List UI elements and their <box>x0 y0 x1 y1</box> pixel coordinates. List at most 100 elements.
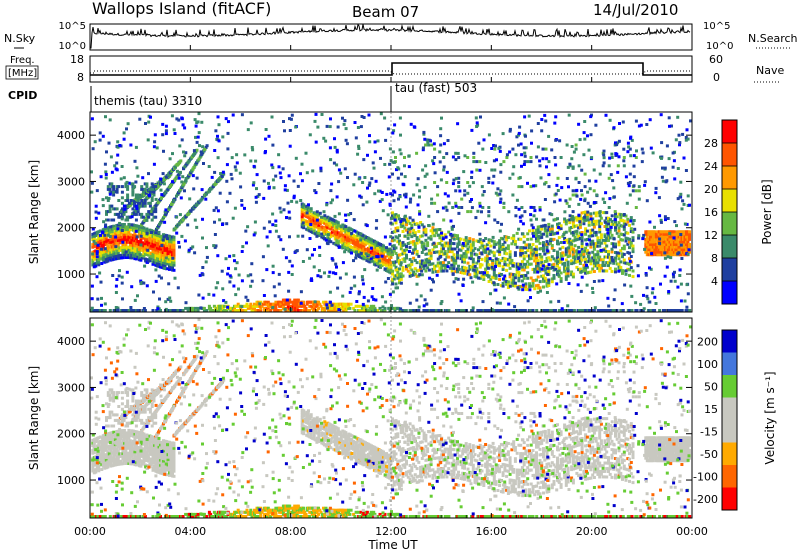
power-cell <box>580 168 584 172</box>
power-cell <box>492 281 496 285</box>
power-cell <box>275 309 279 312</box>
power-cell <box>538 206 542 209</box>
power-cell <box>139 195 143 199</box>
power-cell <box>343 250 347 254</box>
power-cell <box>688 203 691 207</box>
power-cell <box>650 291 654 295</box>
power-cell <box>625 201 629 205</box>
power-cell <box>427 268 431 272</box>
power-cell <box>134 218 138 222</box>
power-cell <box>452 224 455 228</box>
power-cell <box>558 198 562 202</box>
power-cell <box>678 195 682 199</box>
power-cell <box>108 309 112 312</box>
power-cell <box>646 297 650 301</box>
power-cell <box>569 241 573 245</box>
power-cell <box>580 236 584 240</box>
power-cell <box>305 220 309 224</box>
power-cell <box>105 196 108 200</box>
power-cell <box>422 261 426 265</box>
power-cell <box>443 192 447 196</box>
power-cell <box>420 269 424 273</box>
power-cell <box>552 249 556 252</box>
power-cell <box>192 149 196 153</box>
power-cell <box>333 214 337 218</box>
power-cell <box>134 210 138 214</box>
power-cell <box>344 219 348 222</box>
power-cell <box>96 243 100 247</box>
power-cell <box>403 257 407 261</box>
power-cell <box>427 251 431 255</box>
power-cell <box>631 230 635 234</box>
power-cell <box>318 302 322 306</box>
power-cell <box>202 149 206 153</box>
power-cell <box>342 309 346 312</box>
power-cell <box>101 246 105 250</box>
power-cell <box>424 247 428 251</box>
power-cell <box>440 116 443 120</box>
power-cell <box>637 185 641 189</box>
power-cell <box>324 139 328 143</box>
power-cell <box>286 304 290 308</box>
power-cell <box>359 238 363 242</box>
power-cell <box>205 309 209 312</box>
power-cell <box>372 304 376 308</box>
power-cell <box>480 185 484 189</box>
power-cell <box>159 188 163 192</box>
power-cell <box>288 298 292 302</box>
power-cell <box>126 199 130 202</box>
power-cell <box>165 175 168 179</box>
power-cell <box>272 285 276 289</box>
power-cell <box>172 235 176 239</box>
power-cell <box>518 215 522 219</box>
power-cell <box>550 232 554 236</box>
power-cell <box>614 220 617 224</box>
power-cell <box>114 245 118 249</box>
power-cell <box>618 122 621 125</box>
power-cell <box>538 225 542 229</box>
power-cell <box>568 214 572 218</box>
power-cell <box>124 199 128 202</box>
power-cell <box>621 120 625 124</box>
power-cell <box>302 302 305 306</box>
power-cell <box>261 279 265 283</box>
power-cell <box>344 227 348 231</box>
power-cell <box>498 247 502 251</box>
power-cell <box>544 309 547 312</box>
power-cell <box>104 252 108 256</box>
power-cell <box>536 122 540 125</box>
power-cell <box>337 180 341 184</box>
power-cell <box>120 229 124 232</box>
power-cell <box>337 308 341 312</box>
power-cell <box>431 278 434 282</box>
power-cell <box>106 233 110 237</box>
power-cell <box>503 274 507 278</box>
power-cell <box>601 260 605 264</box>
power-cell <box>114 306 118 309</box>
power-cell <box>186 223 190 227</box>
power-cell <box>90 170 93 174</box>
power-cell <box>122 233 126 237</box>
power-cell <box>575 260 579 264</box>
power-cell <box>628 259 632 263</box>
power-cell <box>517 185 521 189</box>
power-cell <box>152 207 156 211</box>
power-cell <box>577 245 581 249</box>
power-cell <box>131 187 135 191</box>
power-cell <box>317 234 321 237</box>
power-cell <box>383 255 387 259</box>
power-cell <box>605 238 609 242</box>
power-cell <box>605 269 609 273</box>
power-cell <box>492 268 496 271</box>
power-cell <box>352 306 356 310</box>
power-cell <box>448 239 452 242</box>
power-cell <box>596 241 600 245</box>
power-cell <box>213 149 217 152</box>
power-cell <box>580 242 584 246</box>
power-cell <box>499 273 503 277</box>
power-cell <box>169 250 173 254</box>
power-cell <box>555 282 559 286</box>
power-cell <box>271 166 275 170</box>
power-cell <box>675 224 678 228</box>
power-cell <box>519 142 523 146</box>
